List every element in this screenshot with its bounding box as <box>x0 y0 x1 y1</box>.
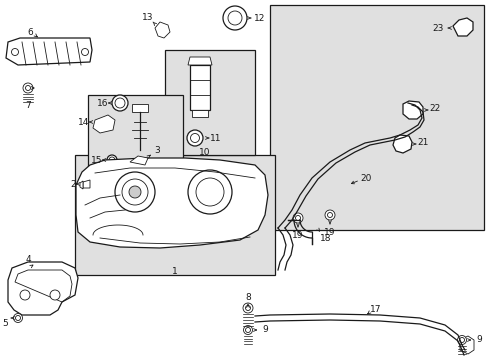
Text: 19: 19 <box>292 230 303 239</box>
Text: 9: 9 <box>262 325 267 334</box>
Text: 8: 8 <box>244 292 250 302</box>
Polygon shape <box>452 18 472 36</box>
Circle shape <box>327 212 332 217</box>
Circle shape <box>16 315 20 320</box>
Circle shape <box>122 179 148 205</box>
Circle shape <box>245 306 250 310</box>
Circle shape <box>457 336 466 345</box>
Circle shape <box>245 328 250 333</box>
Text: 10: 10 <box>199 148 210 157</box>
Polygon shape <box>155 22 170 38</box>
Text: 18: 18 <box>320 234 331 243</box>
Polygon shape <box>6 38 92 65</box>
Circle shape <box>25 86 30 90</box>
Circle shape <box>115 98 125 108</box>
Polygon shape <box>190 65 209 110</box>
Circle shape <box>190 134 199 143</box>
Circle shape <box>107 155 117 165</box>
Circle shape <box>227 11 242 25</box>
Circle shape <box>243 303 252 313</box>
Text: 12: 12 <box>254 14 265 23</box>
Circle shape <box>50 290 60 300</box>
Circle shape <box>459 338 464 342</box>
Polygon shape <box>8 262 78 315</box>
Bar <box>269 5 483 230</box>
Text: 9: 9 <box>475 336 481 345</box>
Text: 1: 1 <box>172 267 178 276</box>
Circle shape <box>115 172 155 212</box>
Text: 14: 14 <box>78 117 89 126</box>
Polygon shape <box>130 156 148 165</box>
Text: 19: 19 <box>324 228 335 237</box>
Text: 2: 2 <box>70 180 76 189</box>
Text: 22: 22 <box>428 104 440 113</box>
Text: 4: 4 <box>25 256 31 265</box>
Circle shape <box>20 290 30 300</box>
Circle shape <box>186 130 203 146</box>
Circle shape <box>295 216 300 220</box>
Polygon shape <box>459 336 473 354</box>
Polygon shape <box>83 180 90 188</box>
Circle shape <box>112 95 128 111</box>
Text: 20: 20 <box>360 174 371 183</box>
Bar <box>75 155 274 275</box>
Polygon shape <box>93 115 115 133</box>
Polygon shape <box>132 104 148 112</box>
Polygon shape <box>76 158 267 248</box>
Text: 15: 15 <box>91 156 102 165</box>
Circle shape <box>187 170 231 214</box>
Circle shape <box>109 157 115 163</box>
Polygon shape <box>392 135 411 153</box>
Bar <box>88 95 183 170</box>
Text: 3: 3 <box>154 145 160 154</box>
Circle shape <box>325 210 334 220</box>
Text: 17: 17 <box>369 306 381 315</box>
Text: 13: 13 <box>142 13 153 22</box>
Polygon shape <box>192 110 207 117</box>
Text: 11: 11 <box>210 134 221 143</box>
Bar <box>164 50 254 155</box>
Text: 6: 6 <box>27 27 33 36</box>
Circle shape <box>223 6 246 30</box>
Circle shape <box>14 314 22 323</box>
Circle shape <box>243 325 252 334</box>
Circle shape <box>292 213 303 223</box>
Polygon shape <box>80 181 83 189</box>
Polygon shape <box>187 57 212 65</box>
Circle shape <box>12 49 19 55</box>
Text: 7: 7 <box>25 100 31 109</box>
Circle shape <box>23 83 33 93</box>
Polygon shape <box>402 101 422 119</box>
Text: 21: 21 <box>416 138 428 147</box>
Text: 5: 5 <box>2 319 8 328</box>
Circle shape <box>81 49 88 55</box>
Circle shape <box>196 178 224 206</box>
Circle shape <box>129 186 141 198</box>
Text: 16: 16 <box>97 99 108 108</box>
Text: 23: 23 <box>431 23 443 32</box>
